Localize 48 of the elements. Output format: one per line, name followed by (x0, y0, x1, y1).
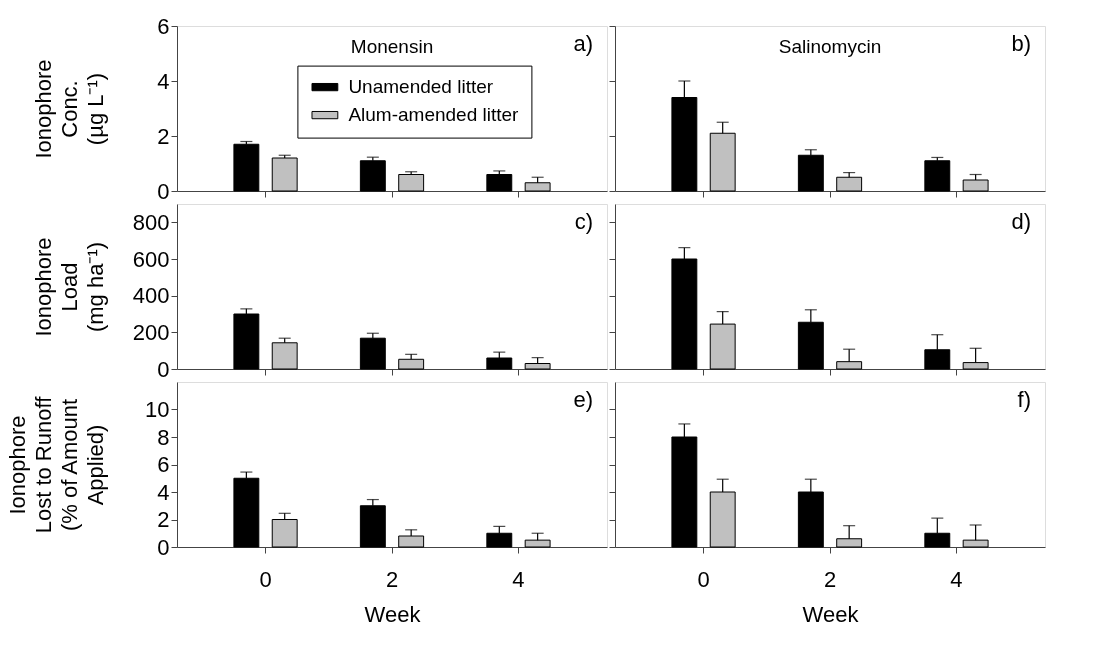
bar (398, 358, 425, 370)
annotation: b) (1011, 31, 1031, 56)
bar (797, 154, 824, 192)
y-tick-label: 2 (157, 507, 170, 532)
annotation: f) (1017, 387, 1031, 412)
y-tick-label: 2 (157, 123, 170, 149)
x-tick-label: 2 (385, 566, 399, 592)
bar (524, 182, 551, 192)
y-tick-label: 8 (157, 424, 170, 450)
x-axis-title: Week (364, 601, 422, 627)
y-tick-label: 4 (157, 479, 170, 505)
annotation: e) (573, 387, 593, 412)
x-tick-label: 2 (823, 566, 837, 592)
y-tick-label: 0 (157, 178, 170, 204)
y-tick-label: 6 (157, 452, 170, 477)
bar (271, 157, 298, 192)
legend-label: Alum-amended litter (348, 104, 520, 126)
y-tick-label: 600 (132, 246, 170, 272)
bar (271, 342, 298, 370)
y-tick-label: 4 (157, 68, 170, 94)
bar (233, 477, 260, 548)
bar (962, 179, 989, 192)
bar (359, 337, 386, 370)
y-tick-label: 0 (157, 356, 170, 382)
y-axis-title: Ionophore Load (mg ha⁻¹) (30, 237, 108, 337)
y-tick-label: 200 (132, 319, 170, 345)
y-tick-label: 400 (132, 283, 170, 309)
bar (486, 357, 513, 370)
bar (233, 313, 260, 370)
bar (836, 176, 863, 192)
x-tick-label: 4 (950, 566, 963, 592)
x-tick-label: 0 (697, 566, 710, 592)
y-axis-title: Ionophore Lost to Runoff (% of Amount Applied) (4, 395, 108, 534)
y-tick-label: 6 (157, 13, 170, 39)
bar (398, 174, 425, 192)
y-axis-title: Ionophore Conc. (µg L⁻¹) (30, 59, 108, 159)
annotation: d) (1011, 209, 1031, 234)
y-tick-label: 0 (157, 534, 170, 560)
y-tick-label: 10 (145, 397, 170, 422)
annotation: c) (574, 209, 593, 234)
x-axis-title: Week (802, 601, 860, 627)
x-tick-label: 4 (512, 566, 525, 592)
legend-label: Unamended litter (348, 76, 494, 98)
annotation: a) (573, 31, 593, 56)
text: Salinomycin (778, 36, 882, 57)
text: Monensin (350, 36, 434, 57)
x-tick-label: 0 (259, 566, 272, 592)
y-tick-label: 800 (132, 209, 170, 235)
